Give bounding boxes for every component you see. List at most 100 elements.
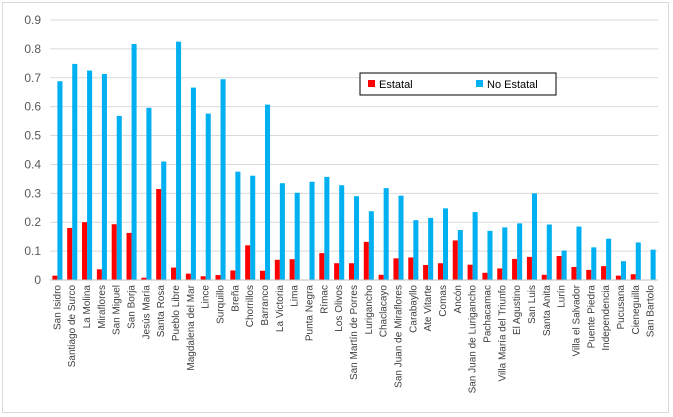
bar-estatal (156, 189, 162, 280)
bar-no-estatal (591, 247, 597, 280)
legend-swatch-no-estatal (476, 80, 483, 87)
x-tick-label: San Juan de Miraflores (393, 285, 404, 388)
bar-estatal (96, 269, 102, 280)
bar-estatal (319, 253, 325, 280)
bar-estatal (378, 274, 384, 280)
x-tick-label: El Agustino (512, 285, 523, 335)
y-tick-label: 0.4 (24, 157, 41, 171)
bar-estatal (437, 263, 443, 280)
x-tick-label: Ancón (453, 285, 464, 313)
bar-no-estatal (309, 181, 315, 280)
bar-estatal (52, 275, 58, 280)
x-tick-label: San Martín de Porres (349, 285, 360, 380)
bar-no-estatal (161, 161, 167, 280)
bar-estatal (82, 222, 88, 280)
bar-estatal (200, 276, 206, 280)
bar-no-estatal (176, 41, 182, 280)
bar-estatal (171, 267, 177, 280)
bar-estatal (289, 259, 295, 280)
x-tick-label: Ate Vitarte (423, 285, 434, 332)
bar-estatal (601, 266, 607, 280)
x-tick-label: Jesús María (141, 285, 152, 340)
legend: Estatal No Estatal (359, 72, 557, 96)
x-tick-label: Santiago de Surco (67, 285, 78, 368)
bar-no-estatal (116, 115, 122, 280)
bar-estatal (274, 259, 280, 280)
bar-no-estatal (72, 63, 78, 280)
bar-no-estatal (517, 223, 523, 280)
x-tick-label: Los Olivos (334, 285, 345, 332)
bar-no-estatal (472, 212, 478, 280)
x-tick-label: San Borja (127, 285, 138, 329)
x-tick-label: Pachacamac (482, 285, 493, 343)
bar-estatal (526, 256, 532, 280)
bar-estatal (467, 264, 473, 280)
x-tick-label: Villa María del Triunfo (497, 285, 508, 382)
bar-no-estatal (606, 238, 612, 280)
bar-estatal (571, 267, 577, 280)
y-tick-label: 0.3 (24, 186, 41, 200)
bar-no-estatal (487, 230, 493, 280)
legend-swatch-estatal (368, 80, 375, 87)
x-tick-label: Santa Anita (542, 285, 553, 337)
bar-no-estatal (57, 81, 63, 281)
bar-estatal (512, 258, 518, 280)
bar-no-estatal (87, 70, 93, 280)
y-axis-ticks: 0 0.1 0.2 0.3 0.4 0.5 0.6 0.7 0.8 0.9 (24, 13, 41, 287)
bar-no-estatal (413, 220, 419, 280)
bar-no-estatal (428, 217, 434, 280)
bar-estatal (586, 269, 592, 280)
x-tick-label: Punta Negra (305, 285, 316, 342)
bar-estatal (452, 240, 458, 280)
legend-box (359, 72, 557, 96)
bar-estatal (141, 277, 147, 280)
bar-no-estatal (250, 175, 256, 280)
x-tick-label: La Victoria (275, 285, 286, 333)
bar-no-estatal (324, 176, 330, 280)
y-tick-label: 0.5 (24, 129, 41, 143)
bar-estatal (408, 257, 414, 280)
bar-estatal (541, 274, 547, 280)
x-tick-label: Lurigancho (364, 285, 375, 335)
x-tick-label: San Luis (527, 285, 538, 324)
bar-no-estatal (205, 113, 211, 280)
x-tick-label: Rímac (319, 285, 330, 314)
x-tick-label: San Miguel (112, 285, 123, 335)
x-tick-label: Santa Rosa (156, 285, 167, 338)
y-tick-label: 0.7 (24, 71, 41, 85)
bars (52, 41, 656, 281)
x-tick-label: Surquillo (216, 285, 227, 324)
bar-no-estatal (650, 249, 656, 280)
x-tick-label: Chorrillos (245, 285, 256, 327)
x-tick-label: Carabayllo (408, 285, 419, 333)
bar-estatal (259, 270, 266, 280)
bar-estatal (556, 256, 562, 280)
bar-estatal (615, 275, 621, 280)
bar-no-estatal (354, 196, 360, 280)
legend-label-no-estatal: No Estatal (487, 79, 538, 91)
bar-no-estatal (383, 188, 389, 280)
x-tick-label: Pucusana (616, 285, 627, 330)
y-tick-label: 0.2 (24, 215, 41, 229)
bar-estatal (230, 270, 236, 280)
bar-estatal (111, 224, 117, 280)
bar-no-estatal (294, 192, 300, 280)
x-tick-label: Villa el Salvador (571, 284, 582, 356)
bar-no-estatal (131, 43, 137, 281)
x-tick-label: Lurín (557, 285, 568, 308)
x-tick-label: Lince (201, 285, 212, 309)
bar-estatal (482, 272, 488, 280)
bar-no-estatal (265, 104, 271, 280)
x-tick-label: Comas (438, 285, 449, 317)
x-tick-label: Miraflores (97, 285, 108, 329)
bar-no-estatal (442, 208, 449, 280)
bar-estatal (497, 268, 503, 280)
bar-no-estatal (635, 242, 641, 280)
y-tick-label: 0 (34, 273, 41, 287)
bar-estatal (185, 273, 191, 280)
y-tick-label: 0.1 (24, 244, 41, 258)
bar-no-estatal (620, 261, 626, 280)
x-tick-label: San Bartolo (646, 285, 657, 338)
bar-no-estatal (101, 74, 107, 281)
